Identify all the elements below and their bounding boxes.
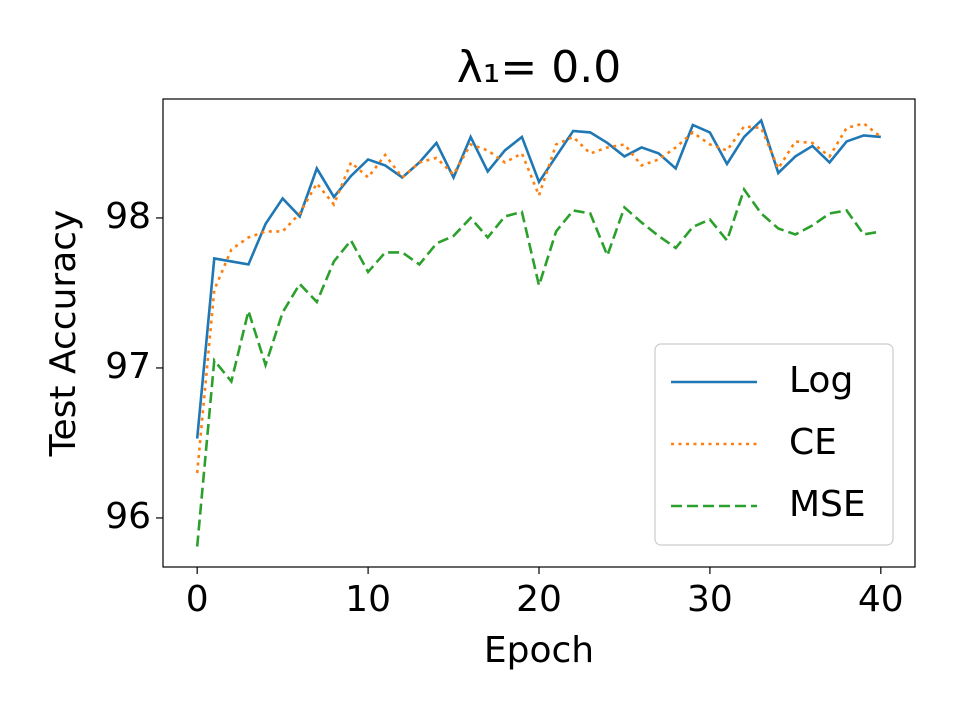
x-tick-label: 10 bbox=[345, 579, 391, 620]
x-tick-label: 20 bbox=[516, 579, 562, 620]
legend-label: MSE bbox=[789, 484, 866, 525]
x-tick-label: 40 bbox=[858, 579, 904, 620]
x-axis-label: Epoch bbox=[484, 630, 594, 671]
y-tick-label: 97 bbox=[105, 346, 151, 387]
y-axis-label: Test Accuracy bbox=[43, 210, 84, 458]
chart-title: λ₁= 0.0 bbox=[457, 42, 622, 93]
y-tick-label: 96 bbox=[105, 496, 151, 537]
series-line bbox=[195, 186, 882, 547]
x-tick-label: 30 bbox=[687, 579, 733, 620]
x-tick-label: 0 bbox=[186, 579, 209, 620]
series-line bbox=[195, 118, 881, 439]
plot-frame bbox=[162, 98, 916, 568]
legend-label: CE bbox=[789, 422, 837, 463]
legend-box bbox=[654, 343, 894, 546]
y-tick-label: 98 bbox=[105, 196, 151, 237]
legend-label: Log bbox=[789, 360, 853, 401]
series-line bbox=[195, 122, 882, 474]
